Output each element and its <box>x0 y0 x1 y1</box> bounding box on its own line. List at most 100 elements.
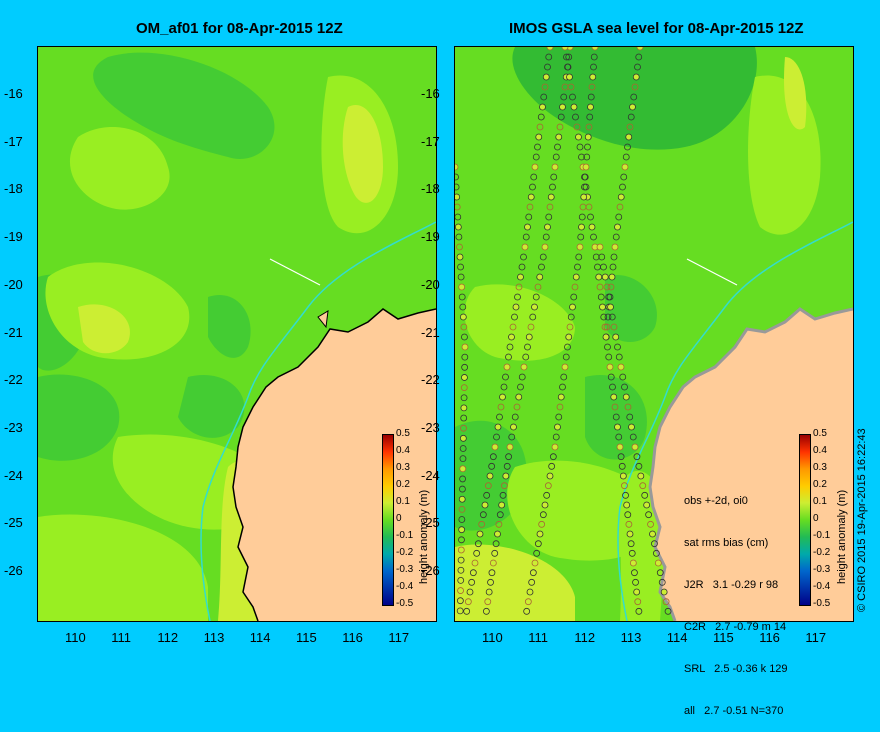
observation-marker <box>649 530 656 538</box>
field-low-region <box>512 47 757 150</box>
observation-marker <box>461 343 469 351</box>
observation-marker <box>632 578 639 586</box>
observation-marker <box>523 607 531 615</box>
observation-marker <box>488 462 496 470</box>
observation-marker <box>612 233 620 241</box>
observation-marker <box>615 433 623 441</box>
observation-marker <box>620 173 628 181</box>
longitude-tick-label: 110 <box>482 630 503 645</box>
observation-marker <box>501 482 508 490</box>
observation-marker <box>499 393 506 401</box>
longitude-tick-label: 114 <box>249 630 271 645</box>
observation-marker <box>606 363 614 371</box>
observation-marker <box>455 173 459 181</box>
observation-marker <box>662 598 670 606</box>
observation-marker <box>607 283 615 291</box>
observation-marker <box>610 323 618 331</box>
stats-line: J2R 3.1 -0.29 r 98 <box>684 579 779 591</box>
observation-marker <box>554 423 561 431</box>
observation-marker <box>639 482 647 490</box>
observation-marker <box>520 363 528 371</box>
observation-marker <box>545 53 553 61</box>
observation-marker <box>633 453 641 461</box>
stats-line: sat rms bias (cm) <box>684 537 769 549</box>
observation-marker <box>455 183 460 191</box>
observation-marker <box>626 530 634 538</box>
longitude-tick-label: 115 <box>713 630 734 645</box>
bathymetry-contour <box>200 221 436 621</box>
observation-marker <box>566 47 574 51</box>
observation-marker <box>631 443 639 451</box>
observation-marker <box>590 63 597 71</box>
observation-marker <box>531 303 538 311</box>
observation-marker <box>575 253 583 261</box>
observation-marker <box>458 516 466 523</box>
left-panel-title: OM_af01 for 08-Apr-2015 12Z <box>136 20 343 37</box>
observation-marker <box>502 472 510 480</box>
observation-marker <box>489 559 497 567</box>
right-colorbar-title: height anomaly (m) <box>836 489 848 584</box>
observation-marker <box>512 303 520 311</box>
observation-marker <box>587 93 595 101</box>
observation-marker <box>508 433 516 441</box>
longitude-tick-label: 113 <box>203 630 225 645</box>
observation-marker <box>614 423 621 431</box>
observation-marker <box>536 123 544 131</box>
observation-marker <box>528 578 536 586</box>
colorbar-tick-label: -0.5 <box>813 598 831 609</box>
observation-marker <box>581 183 588 191</box>
observation-marker <box>456 607 464 615</box>
observation-marker <box>570 293 578 301</box>
observation-marker <box>546 203 554 211</box>
latitude-tick-label: -19 <box>4 229 23 245</box>
left-map-panel <box>37 46 437 622</box>
observation-marker <box>569 303 576 311</box>
observation-marker <box>602 333 610 341</box>
observation-marker <box>551 163 559 171</box>
observation-marker <box>481 501 489 509</box>
observation-marker <box>566 73 573 81</box>
observation-marker <box>559 103 566 111</box>
colorbar-tick-label: 0.4 <box>396 445 410 456</box>
observation-marker <box>534 540 542 548</box>
observation-marker <box>489 453 497 461</box>
latitude-tick-label: -17 <box>421 133 440 149</box>
observation-marker <box>587 213 594 221</box>
observation-marker <box>596 243 604 251</box>
observation-marker <box>527 323 535 331</box>
observation-marker <box>622 491 629 499</box>
observation-marker <box>460 323 468 331</box>
latitude-tick-label: -16 <box>4 86 23 101</box>
observation-marker <box>513 403 521 411</box>
observation-marker <box>491 549 499 557</box>
copyright-notice: © CSIRO 2015 19-Apr-2015 16:22:43 <box>856 428 868 612</box>
observation-marker <box>635 462 643 470</box>
stats-line: all 2.7 -0.51 N=370 <box>684 705 784 717</box>
observation-marker <box>460 384 468 391</box>
observation-marker <box>609 263 617 271</box>
stats-legend: obs +-2d, oi0 sat rms bias (cm) J2R 3.1 … <box>684 466 788 732</box>
observation-marker <box>615 213 623 221</box>
longitude-tick-label: 115 <box>296 630 317 645</box>
observation-marker <box>619 373 627 381</box>
observation-marker <box>555 133 563 141</box>
observation-marker <box>610 253 618 261</box>
latitude-tick-label: -26 <box>421 563 440 578</box>
observation-marker <box>624 143 631 151</box>
observation-marker <box>604 343 611 351</box>
observation-marker <box>551 443 559 451</box>
observation-marker <box>572 113 579 121</box>
left-map-svg <box>38 47 436 621</box>
observation-marker <box>463 607 471 615</box>
bathymetry-contour <box>617 221 853 621</box>
observation-marker <box>532 293 540 301</box>
observation-marker <box>635 607 643 615</box>
observation-marker <box>469 569 477 577</box>
observation-marker <box>505 353 512 361</box>
colorbar-tick-label: 0.3 <box>813 462 827 473</box>
observation-marker <box>459 485 466 493</box>
observation-marker <box>584 143 591 151</box>
observation-marker <box>505 453 513 461</box>
observation-marker <box>459 434 467 442</box>
observation-marker <box>527 193 535 201</box>
